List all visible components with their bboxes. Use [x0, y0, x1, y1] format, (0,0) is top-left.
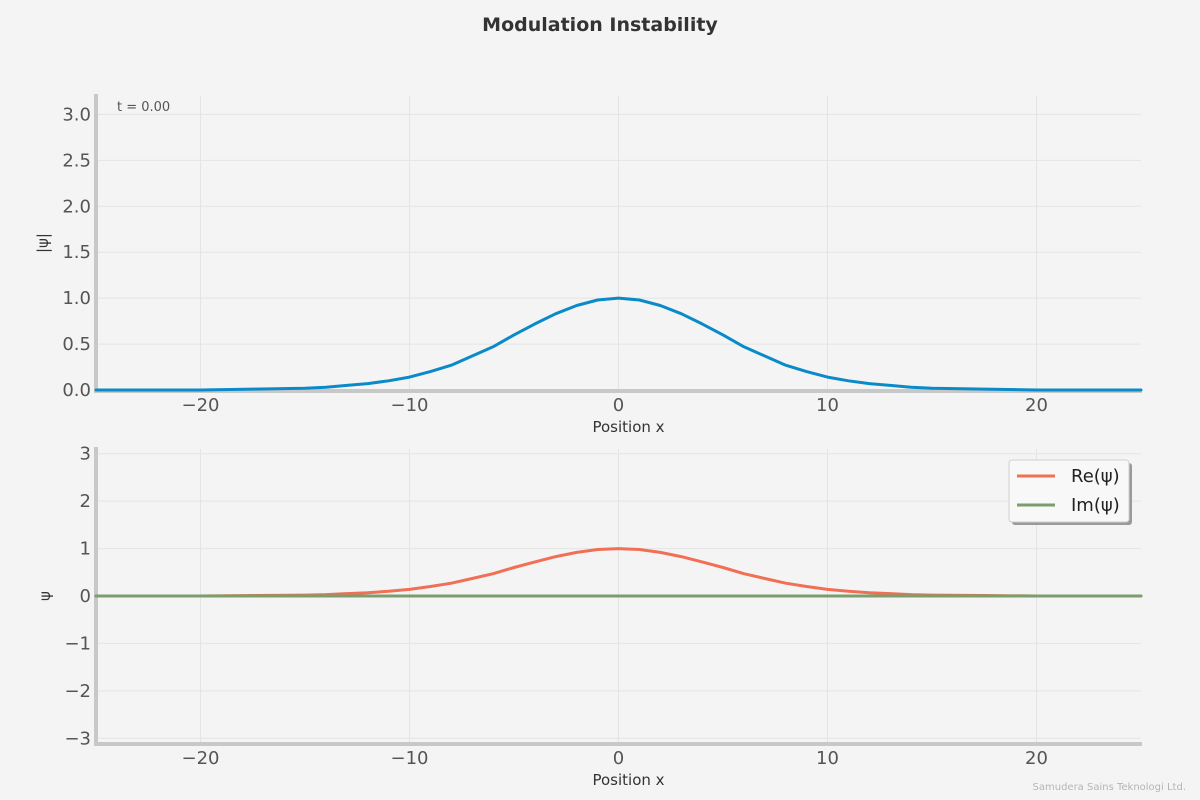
y-tick-label: 0: [80, 586, 91, 607]
y-tick-label: 3: [80, 444, 91, 465]
y-axis-label: |ψ|: [34, 233, 52, 253]
y-tick-label: 1.0: [62, 288, 91, 309]
time-annotation: t = 0.00: [117, 100, 170, 115]
watermark-text: Samudera Sains Teknologi Ltd.: [1033, 782, 1186, 793]
series-line-1: [94, 547, 1143, 598]
x-tick-label: 0: [613, 395, 624, 416]
legend-label: Re(ψ): [1071, 466, 1120, 487]
y-axis-label: ψ: [36, 591, 54, 601]
x-tick-label: 20: [1025, 748, 1048, 769]
series-line-1: [94, 296, 1143, 392]
x-tick-label: 10: [816, 395, 839, 416]
legend-label: Im(ψ): [1071, 495, 1120, 516]
x-axis-label: Position x: [592, 418, 664, 436]
x-tick-label: −10: [391, 748, 429, 769]
y-tick-label: 0.0: [62, 380, 91, 401]
y-tick-label: 1.5: [62, 242, 91, 263]
y-tick-label: −2: [64, 681, 91, 702]
y-tick-label: 0.5: [62, 334, 91, 355]
x-tick-label: 0: [613, 748, 624, 769]
x-tick-label: 20: [1025, 395, 1048, 416]
y-tick-label: 3.0: [62, 104, 91, 125]
y-tick-label: 1: [80, 539, 91, 560]
x-tick-label: −20: [182, 395, 220, 416]
y-tick-label: 2: [80, 491, 91, 512]
y-tick-label: −3: [64, 728, 91, 749]
chart-title: Modulation Instability: [482, 14, 718, 36]
x-tick-label: −10: [391, 395, 429, 416]
x-axis-label: Position x: [592, 771, 664, 789]
x-tick-label: −20: [182, 748, 220, 769]
x-tick-label: 10: [816, 748, 839, 769]
amplitude-panel: −20 −10 0 10 20 0.0 0.5 1.0 1.5 2.0 2.5 3.0 Position…: [34, 94, 1143, 436]
y-tick-label: 2.0: [62, 196, 91, 217]
y-tick-label: 2.5: [62, 150, 91, 171]
y-tick-label: −1: [64, 633, 91, 654]
